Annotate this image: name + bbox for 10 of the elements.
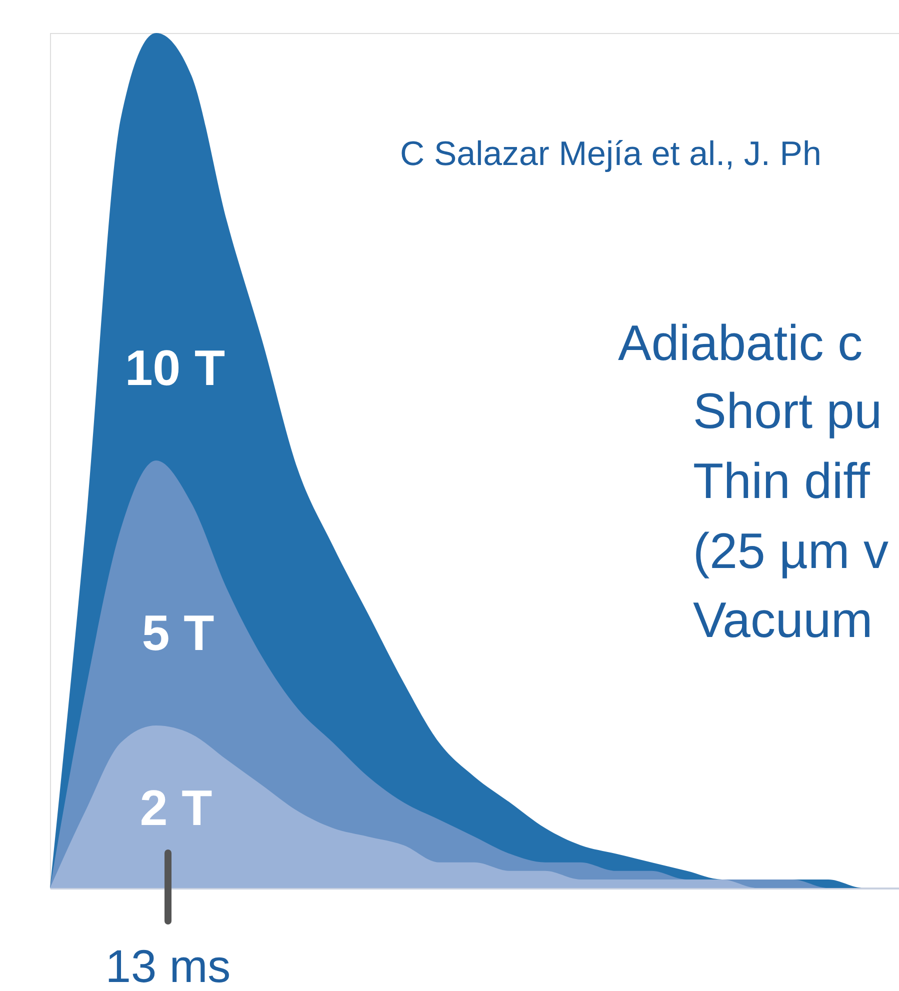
annotation: Adiabatic c	[618, 315, 863, 371]
annotation: Vacuum	[693, 592, 873, 648]
annotation: Short pu	[693, 383, 882, 439]
annotation: C Salazar Mejía et al., J. Ph	[400, 135, 822, 173]
series-label: 10 T	[124, 340, 226, 396]
annotation: (25 µm v	[693, 523, 889, 579]
text: 13 ms	[105, 940, 231, 991]
series-label: 2 T	[140, 780, 212, 836]
series-label: 5 T	[142, 605, 214, 661]
annotation: Thin diff	[693, 453, 870, 509]
